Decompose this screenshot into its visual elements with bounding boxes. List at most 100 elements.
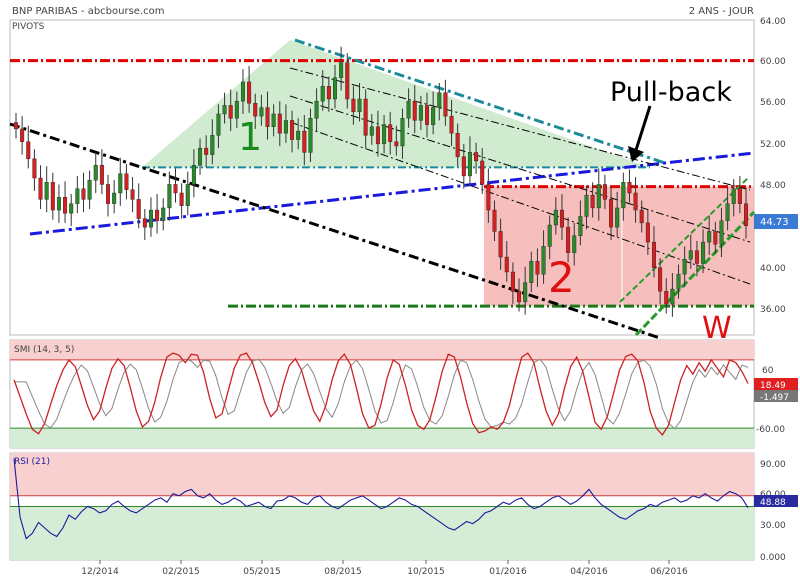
candle-body [651, 241, 656, 268]
pullback-arrow-shaft [634, 105, 652, 151]
candle-body [388, 124, 393, 142]
candle-body [523, 282, 528, 303]
candle-body [431, 107, 436, 125]
candle-body [302, 130, 307, 153]
wave1-zone [142, 40, 650, 168]
candle-body [63, 197, 68, 214]
candle-body [75, 188, 80, 204]
candle-body [449, 115, 454, 134]
candle-body [93, 165, 98, 181]
ytick-56: 56.00 [760, 98, 786, 108]
candle-body [418, 105, 423, 121]
candle-body [688, 250, 693, 260]
xtick-7: 04/2016 [570, 567, 608, 577]
candle-body [627, 182, 632, 194]
candle-body [480, 160, 485, 185]
rsi-lower-zone [10, 506, 754, 560]
candle-body [69, 203, 74, 214]
candle-body [744, 203, 749, 226]
candle-body [517, 291, 522, 303]
candle-body [541, 246, 546, 275]
candle-body [375, 126, 380, 145]
candle-body [737, 188, 742, 204]
candle-body [32, 158, 37, 179]
candle-body [222, 105, 227, 115]
candle-body [191, 165, 196, 185]
wave-2-label: 2 [548, 253, 575, 302]
candle-body [161, 207, 166, 221]
candle-body [621, 182, 626, 209]
smi-value-badge [754, 378, 798, 390]
ytick-52: 52.00 [760, 140, 786, 150]
candle-body [142, 218, 147, 228]
candle-body [198, 147, 203, 166]
candle-body [308, 118, 313, 153]
candle-body [437, 92, 442, 108]
candle-body [118, 173, 123, 194]
candle-body [20, 128, 25, 142]
candle-body [694, 250, 699, 264]
axes [99, 560, 670, 564]
last-price-badge [754, 214, 798, 229]
candle-body [81, 188, 86, 200]
xtick-3: 05/2015 [243, 567, 280, 577]
candle-body [498, 231, 503, 258]
candle-body [590, 194, 595, 209]
candle-body [467, 152, 472, 177]
candle-body [572, 235, 577, 253]
candle-body [38, 177, 43, 200]
candle-body [339, 62, 344, 78]
candle-body [345, 62, 350, 100]
candle-body [609, 199, 614, 228]
candle-body [253, 103, 258, 117]
smi-line [13, 352, 749, 436]
black-channel-1 [289, 67, 751, 191]
xtick-labels: 12/2014 02/2015 05/2015 08/2015 10/2015 … [81, 567, 688, 577]
candle-body [247, 81, 252, 104]
ytick-36: 36.00 [760, 305, 786, 315]
candle-body [155, 209, 160, 221]
rsi-ytick-0: 0.000 [760, 553, 786, 563]
candle-body [44, 182, 49, 200]
candle-body [314, 100, 319, 119]
candle-body [50, 182, 55, 211]
candle-body [412, 100, 417, 121]
candle-body [148, 209, 153, 228]
candle-body [130, 189, 135, 200]
candle-body [504, 256, 509, 273]
candle-body [701, 241, 706, 264]
rsi-last-value: 48.88 [760, 498, 786, 508]
candle-body [240, 81, 245, 102]
candle-body [210, 135, 215, 155]
candle-body [228, 105, 233, 119]
candle-body [474, 152, 479, 162]
candle-body [713, 231, 718, 245]
black-channel-lower [9, 122, 661, 340]
last-price-value: 44.73 [760, 217, 789, 228]
pullback-arrow-head [628, 146, 644, 162]
candle-body [394, 141, 399, 147]
candle-body [461, 156, 466, 177]
candle-body [351, 98, 356, 113]
ytick-48: 48.00 [760, 181, 786, 191]
candle-body [56, 197, 61, 211]
candle-body [185, 184, 190, 206]
ytick-40: 40.00 [760, 264, 786, 274]
xtick-4: 08/2015 [324, 567, 361, 577]
candle-body [682, 258, 687, 275]
candle-body [332, 77, 337, 100]
candle-body [290, 120, 295, 140]
xtick-1: 12/2014 [81, 567, 119, 577]
xtick-2: 02/2015 [162, 567, 199, 577]
candle-body [529, 261, 534, 283]
candle-body [486, 184, 491, 211]
smi-signal-value: -1.497 [760, 393, 789, 403]
smi-oversold-zone [10, 428, 754, 448]
candle-body [633, 192, 638, 211]
xtick-8: 06/2016 [650, 567, 688, 577]
smi-label: SMI (14, 3, 5) [14, 345, 74, 355]
candle-body [265, 107, 270, 127]
candle-body [234, 100, 239, 119]
pullback-annotation: Pull-back [610, 77, 732, 108]
candle-body [719, 220, 724, 245]
